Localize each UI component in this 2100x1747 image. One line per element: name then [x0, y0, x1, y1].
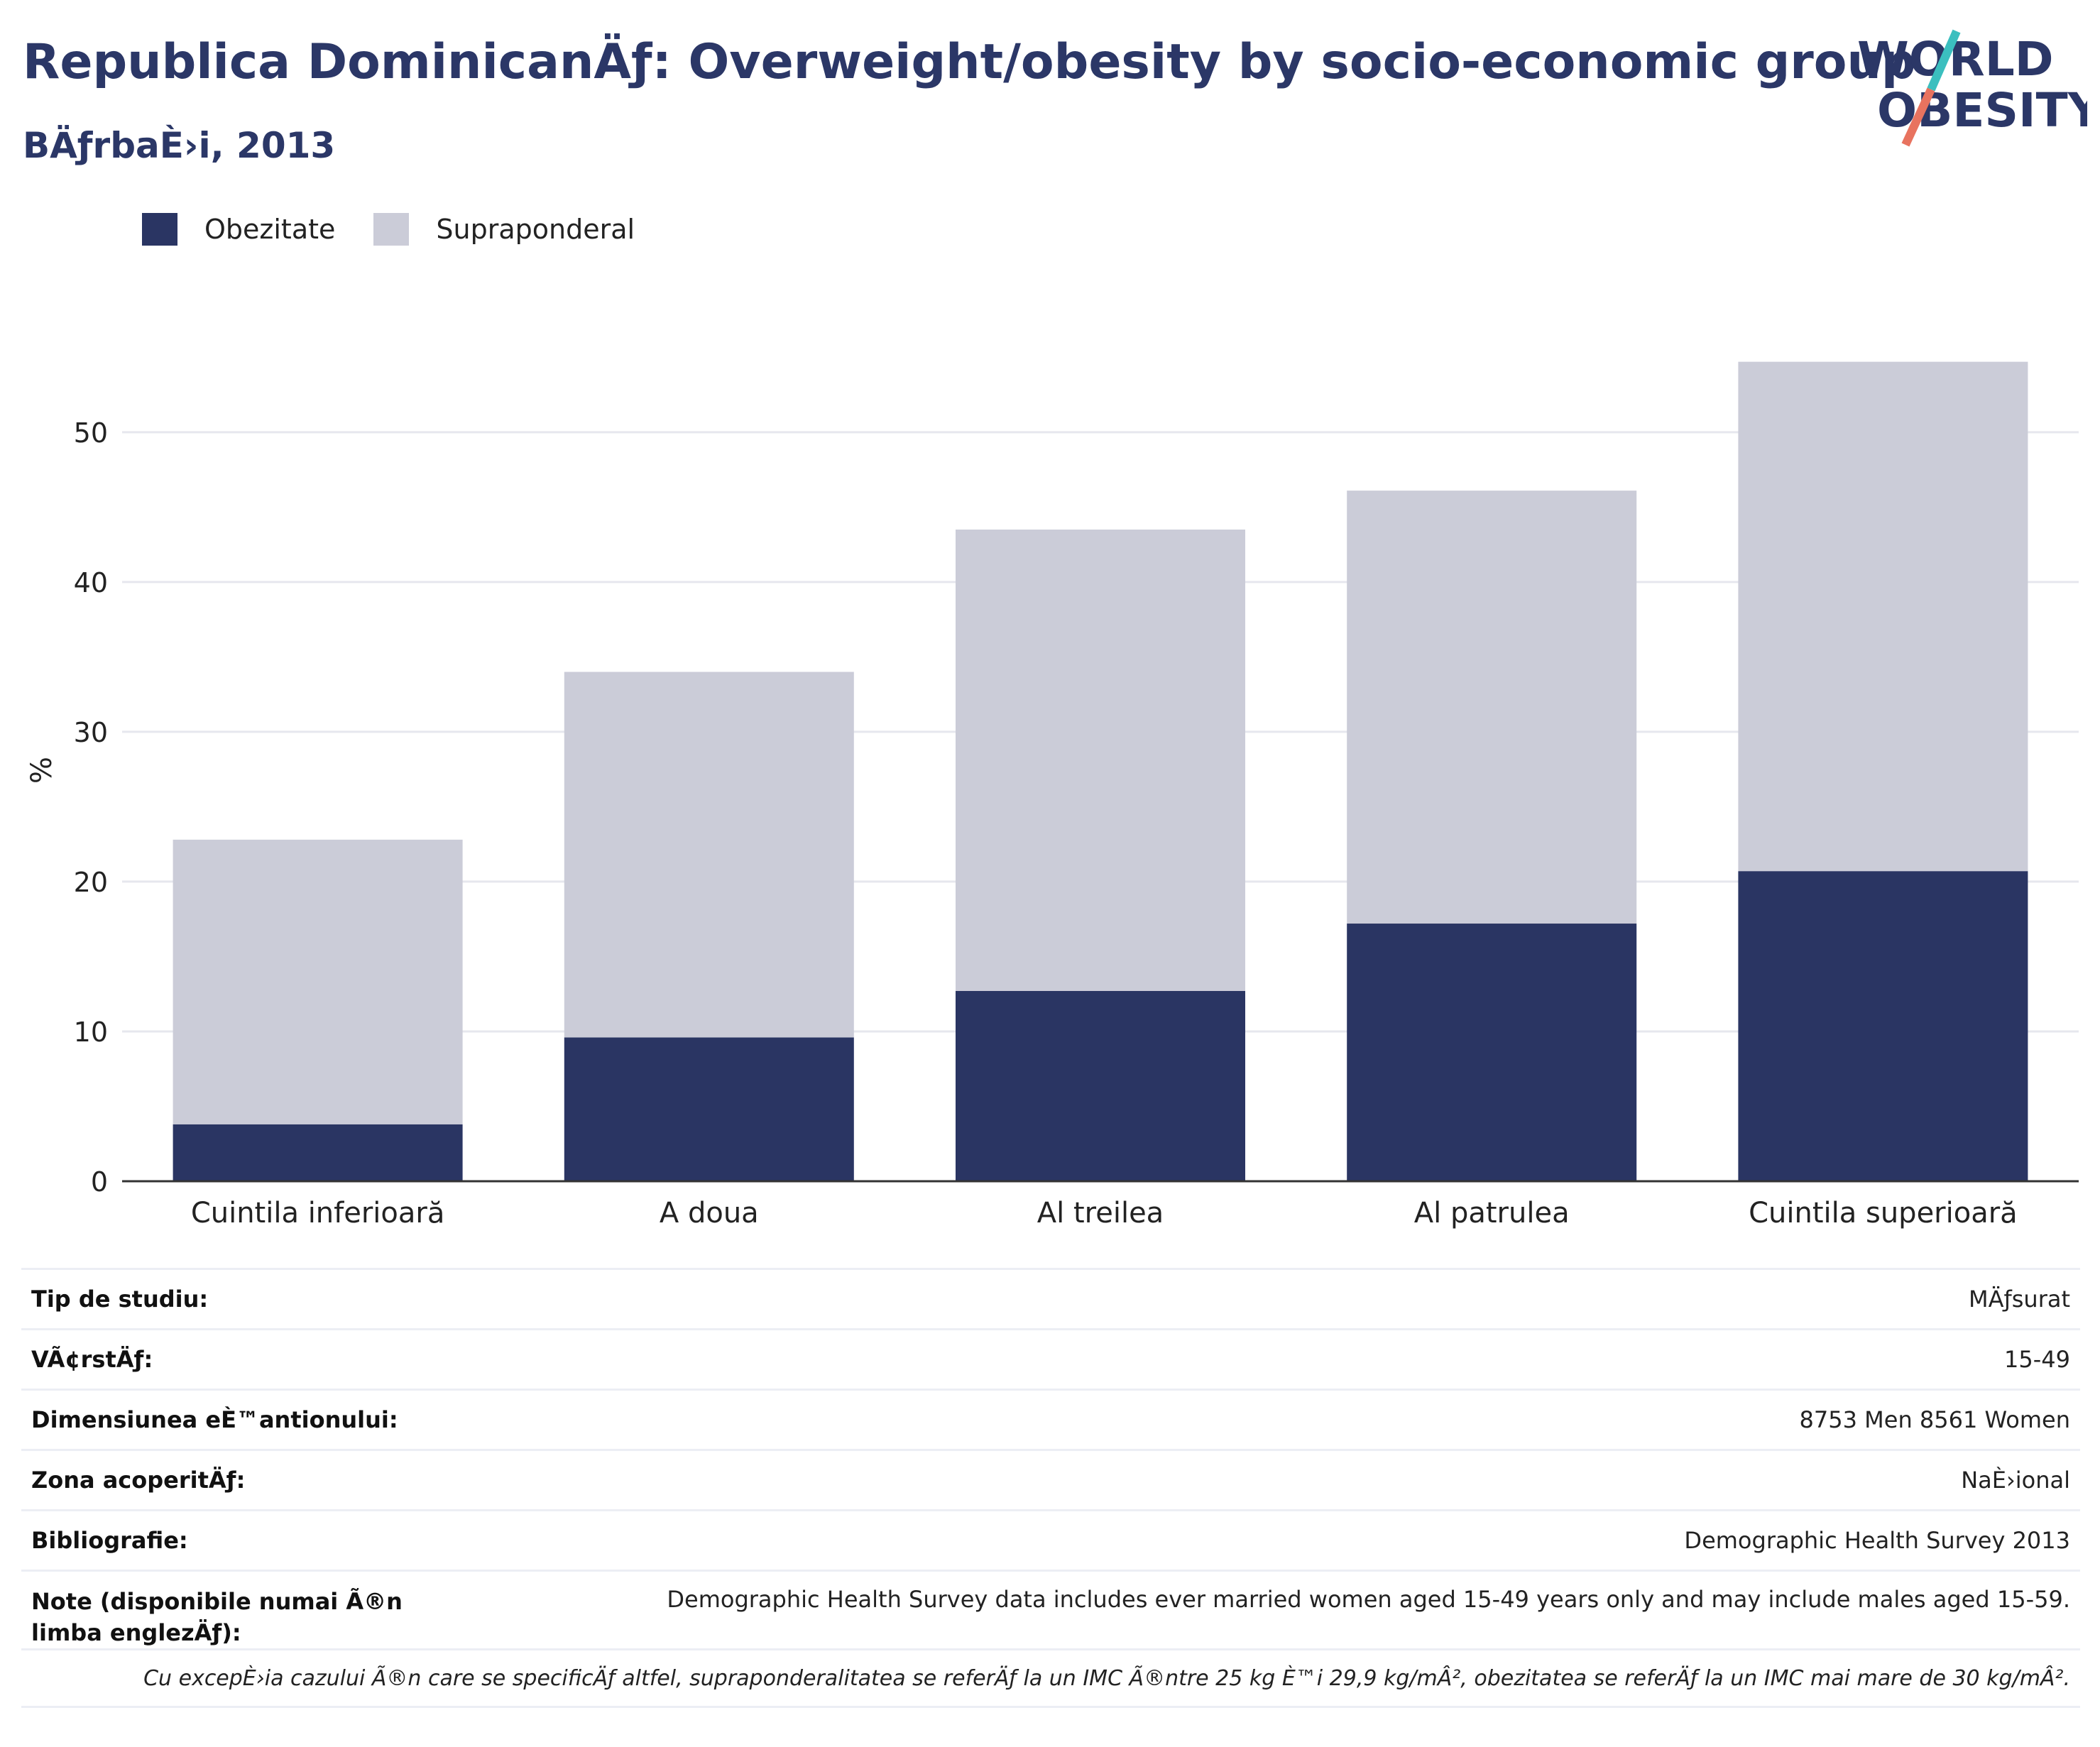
y-tick-label: 20 [74, 867, 108, 898]
bar-supraponderal [1347, 491, 1637, 924]
legend-label-obezitate: Obezitate [204, 214, 336, 245]
bar-supraponderal [1738, 361, 2028, 872]
definition-footnote: Cu excepÈ›ia cazului Ã®n care se specifi… [21, 1648, 2080, 1708]
info-row-study-type: Tip de studiu: MÄƒsurat [21, 1268, 2080, 1328]
info-value: MÄƒsurat [1968, 1286, 2070, 1313]
info-row-bibliography: Bibliografie: Demographic Health Survey … [21, 1509, 2080, 1570]
page-title: Republica DominicanÄƒ: Overweight/obesit… [23, 34, 1916, 90]
info-label: Tip de studiu: [31, 1286, 209, 1313]
legend-label-supraponderal: Supraponderal [436, 214, 635, 245]
legend-swatch-obezitate [142, 213, 177, 246]
y-tick-label: 0 [91, 1166, 108, 1198]
y-tick-label: 40 [74, 567, 108, 598]
x-tick-label: Al patrulea [1414, 1197, 1570, 1230]
bar-supraponderal [173, 839, 463, 1124]
info-value: 8753 Men 8561 Women [1799, 1406, 2070, 1433]
info-label: VÃ¢rstÄƒ: [31, 1346, 153, 1373]
info-label: Bibliografie: [31, 1527, 188, 1554]
y-tick-label: 30 [74, 717, 108, 748]
info-row-notes: Note (disponibile numai Ã®n limba englez… [21, 1570, 2080, 1655]
info-value: Demographic Health Survey data includes … [667, 1586, 2070, 1613]
bar-obezitate [564, 1037, 854, 1181]
logo-slash-coral [1901, 87, 1935, 147]
y-axis-label: % [26, 757, 58, 784]
info-row-sample-size: Dimensiunea eÈ™antionului: 8753 Men 8561… [21, 1389, 2080, 1449]
legend-item-supraponderal: Supraponderal [373, 213, 635, 246]
study-info-table: Tip de studiu: MÄƒsurat VÃ¢rstÄƒ: 15-49 … [21, 1268, 2080, 1655]
info-value: 15-49 [2004, 1346, 2070, 1373]
info-label: Dimensiunea eÈ™antionului: [31, 1406, 398, 1433]
x-tick-label: Al treilea [1037, 1197, 1164, 1230]
info-value: NaÈ›ional [1961, 1467, 2070, 1494]
logo-slash-teal [1927, 29, 1961, 92]
stacked-bar-chart: 0 10 20 30 40 50% Cuintila inferioară A doua Al … [26, 361, 2079, 1230]
info-row-age: VÃ¢rstÄƒ: 15-49 [21, 1328, 2080, 1389]
legend-item-obezitate: Obezitate [142, 213, 335, 246]
info-label: Note (disponibile numai Ã®n limba englez… [31, 1588, 403, 1646]
bar-obezitate [1347, 924, 1637, 1181]
x-tick-label: Cuintila inferioară [191, 1197, 445, 1230]
info-value: Demographic Health Survey 2013 [1684, 1527, 2070, 1554]
world-obesity-logo: WORLD OBESITY [1857, 29, 2087, 147]
bar-obezitate [956, 990, 1245, 1181]
bar-obezitate [173, 1124, 463, 1181]
y-tick-label: 10 [74, 1017, 108, 1048]
info-label: Zona acoperitÄƒ: [31, 1467, 246, 1494]
legend-swatch-supraponderal [373, 213, 410, 246]
x-tick-label: A doua [660, 1197, 759, 1230]
bar-obezitate [1738, 871, 2028, 1181]
x-tick-label: Cuintila superioară [1749, 1197, 2018, 1230]
page-subtitle: BÄƒrbaÈ›i, 2013 [23, 125, 336, 166]
bar-supraponderal [564, 672, 854, 1038]
bar-supraponderal [956, 530, 1245, 991]
info-row-area: Zona acoperitÄƒ: NaÈ›ional [21, 1449, 2080, 1509]
y-tick-label: 50 [74, 417, 108, 449]
chart-legend: Obezitate Supraponderal [142, 213, 673, 246]
